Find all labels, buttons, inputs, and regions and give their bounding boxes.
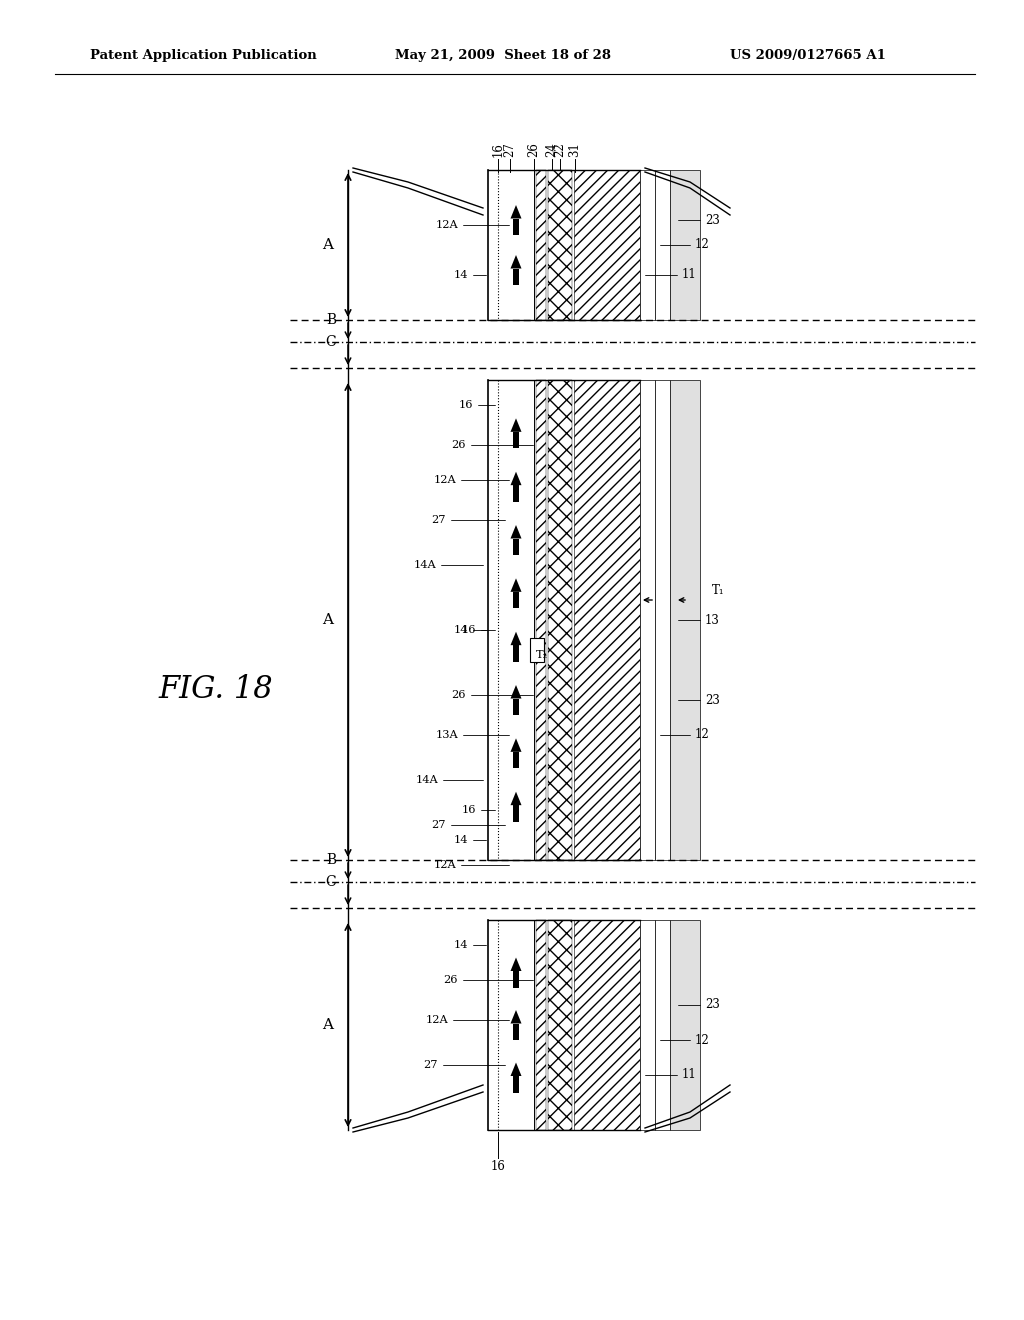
Text: 16: 16 <box>492 143 505 157</box>
Text: US 2009/0127665 A1: US 2009/0127665 A1 <box>730 49 886 62</box>
Bar <box>574 920 640 1130</box>
Bar <box>513 268 519 285</box>
Bar <box>530 638 544 663</box>
Bar <box>640 920 655 1130</box>
Text: 16: 16 <box>459 400 473 411</box>
Text: 12: 12 <box>695 1034 710 1047</box>
Polygon shape <box>511 205 521 219</box>
Bar <box>574 170 640 319</box>
Text: 27: 27 <box>431 515 446 525</box>
Polygon shape <box>511 525 521 539</box>
Text: 12A: 12A <box>425 1015 449 1026</box>
Text: 26: 26 <box>452 690 466 700</box>
Text: 26: 26 <box>452 440 466 450</box>
Polygon shape <box>511 792 521 805</box>
Bar <box>640 380 655 861</box>
Polygon shape <box>511 957 521 972</box>
Polygon shape <box>511 471 521 486</box>
Bar <box>548 380 572 861</box>
Text: May 21, 2009  Sheet 18 of 28: May 21, 2009 Sheet 18 of 28 <box>395 49 611 62</box>
Bar <box>513 1076 519 1093</box>
Bar <box>548 920 572 1130</box>
Polygon shape <box>511 1010 521 1023</box>
Text: 14A: 14A <box>414 560 436 570</box>
Text: 12: 12 <box>695 239 710 252</box>
Text: 14: 14 <box>454 940 468 950</box>
Text: 26: 26 <box>443 975 458 985</box>
Text: 13A: 13A <box>435 730 458 741</box>
Text: A: A <box>322 612 333 627</box>
Polygon shape <box>511 738 521 752</box>
Bar <box>513 1023 519 1040</box>
Bar <box>513 486 519 502</box>
Text: 27: 27 <box>431 820 446 830</box>
Bar <box>513 805 519 821</box>
Text: 12A: 12A <box>435 220 458 230</box>
Text: 14: 14 <box>454 624 468 635</box>
Text: 22: 22 <box>554 143 566 157</box>
Polygon shape <box>511 1063 521 1076</box>
Bar <box>513 432 519 449</box>
Text: 16: 16 <box>490 1160 506 1173</box>
Bar <box>548 170 572 319</box>
Bar <box>536 920 546 1130</box>
Bar <box>513 752 519 768</box>
Polygon shape <box>511 578 521 591</box>
Text: FIG. 18: FIG. 18 <box>158 675 272 705</box>
Bar <box>513 591 519 609</box>
Bar <box>513 972 519 987</box>
Polygon shape <box>511 685 521 698</box>
Text: 12A: 12A <box>433 475 456 484</box>
Bar <box>513 645 519 661</box>
Text: C: C <box>326 335 336 348</box>
Text: 16: 16 <box>462 805 476 814</box>
Bar <box>513 539 519 554</box>
Text: T₁: T₁ <box>712 583 725 597</box>
Text: B: B <box>326 313 336 327</box>
Text: A: A <box>322 238 333 252</box>
Text: 27: 27 <box>424 1060 438 1071</box>
Bar <box>513 219 519 235</box>
Text: 11: 11 <box>682 1068 696 1081</box>
Bar <box>536 170 546 319</box>
Polygon shape <box>511 632 521 645</box>
Text: 13: 13 <box>705 614 720 627</box>
Text: T₂: T₂ <box>536 649 548 660</box>
Bar <box>536 380 546 861</box>
Bar <box>655 920 670 1130</box>
Text: B: B <box>326 853 336 867</box>
Text: 14: 14 <box>454 836 468 845</box>
Text: 23: 23 <box>705 693 720 706</box>
Bar <box>640 170 655 319</box>
Text: 12A: 12A <box>433 861 456 870</box>
Text: 12: 12 <box>695 729 710 742</box>
Text: 26: 26 <box>527 143 541 157</box>
Bar <box>574 380 640 861</box>
Text: 11: 11 <box>682 268 696 281</box>
Bar <box>513 698 519 715</box>
Text: 23: 23 <box>705 998 720 1011</box>
Text: 27: 27 <box>504 143 516 157</box>
Text: 23: 23 <box>705 214 720 227</box>
Bar <box>670 920 700 1130</box>
Bar <box>655 380 670 861</box>
Bar <box>655 170 670 319</box>
Text: 14A: 14A <box>416 775 438 785</box>
Text: C: C <box>326 875 336 888</box>
Polygon shape <box>511 418 521 432</box>
Text: Patent Application Publication: Patent Application Publication <box>90 49 316 62</box>
Text: 16: 16 <box>462 624 476 635</box>
Polygon shape <box>511 255 521 268</box>
Text: 31: 31 <box>568 143 582 157</box>
Text: 14: 14 <box>454 271 468 280</box>
Text: 24: 24 <box>546 143 558 157</box>
Bar <box>670 170 700 319</box>
Bar <box>670 380 700 861</box>
Text: A: A <box>322 1018 333 1032</box>
